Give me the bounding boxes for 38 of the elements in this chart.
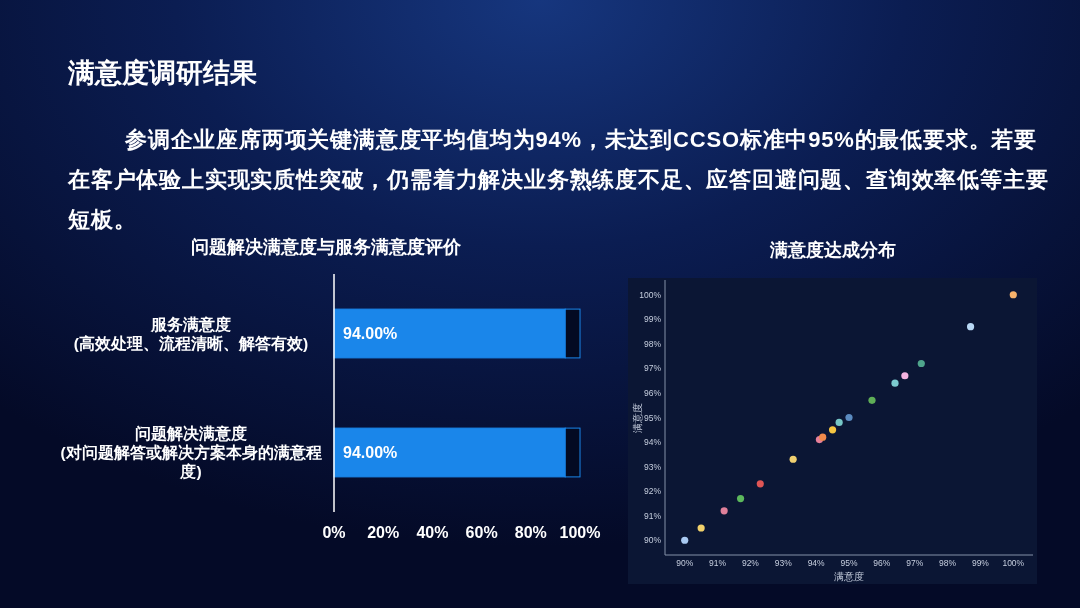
tick-label: 99% [971, 558, 989, 568]
tick-label: 96% [873, 558, 891, 568]
tick-label: 91% [709, 558, 727, 568]
tick-label: 80% [514, 523, 547, 541]
tick-label: 97% [906, 558, 924, 568]
x-axis-title: 满意度 [834, 570, 864, 582]
chart-title: 问题解决满意度与服务满意度评价 [191, 237, 461, 257]
page-text: 参调企业座席两项关键满意度平均值均为94%，未达到CCSO标准中95%的最低要求。若要在客户体验上实现实质性突破，仍需着力解决业务熟练度不足、应答回避问题、查询效率低等主要短板。 [68, 126, 1050, 234]
page-title: 满意度调研结果 [68, 57, 257, 90]
tick-label: 97% [644, 363, 661, 374]
tick-label: 94% [807, 558, 825, 568]
tick-label: 94% [644, 437, 661, 448]
tick-label: 90% [644, 535, 661, 546]
tick-label: 20% [367, 523, 400, 541]
tick-label: 93% [644, 461, 661, 472]
tick-label: 95% [644, 412, 661, 423]
tick-label: 98% [939, 558, 957, 568]
tick-label: 90% [676, 558, 694, 568]
tick-label: 95% [840, 558, 858, 568]
tick-label: 99% [644, 314, 661, 325]
category-label: 问题解决满意度(对问题解答或解决方案本身的满意程度) [59, 424, 323, 482]
category-label: 服务满意度(高效处理、流程清晰、解答有效) [72, 314, 310, 354]
tick-label: 100% [1002, 558, 1025, 568]
data-label: 94.00% [343, 444, 398, 461]
data-label: 94.00% [343, 325, 398, 342]
tick-label: 96% [644, 387, 661, 398]
tick-label: 60% [465, 523, 498, 541]
tick-label: 92% [741, 558, 759, 568]
tick-label: 92% [644, 486, 661, 497]
tick-label: 0% [322, 523, 346, 541]
chart-title: 满意度达成分布 [770, 240, 896, 260]
tick-label: 40% [416, 523, 449, 541]
y-axis-title: 满意度 [631, 402, 643, 433]
tick-label: 100% [639, 289, 661, 300]
tick-label: 93% [774, 558, 792, 568]
tick-label: 98% [644, 338, 661, 349]
tick-label: 100% [559, 523, 601, 541]
tick-label: 91% [644, 510, 661, 521]
